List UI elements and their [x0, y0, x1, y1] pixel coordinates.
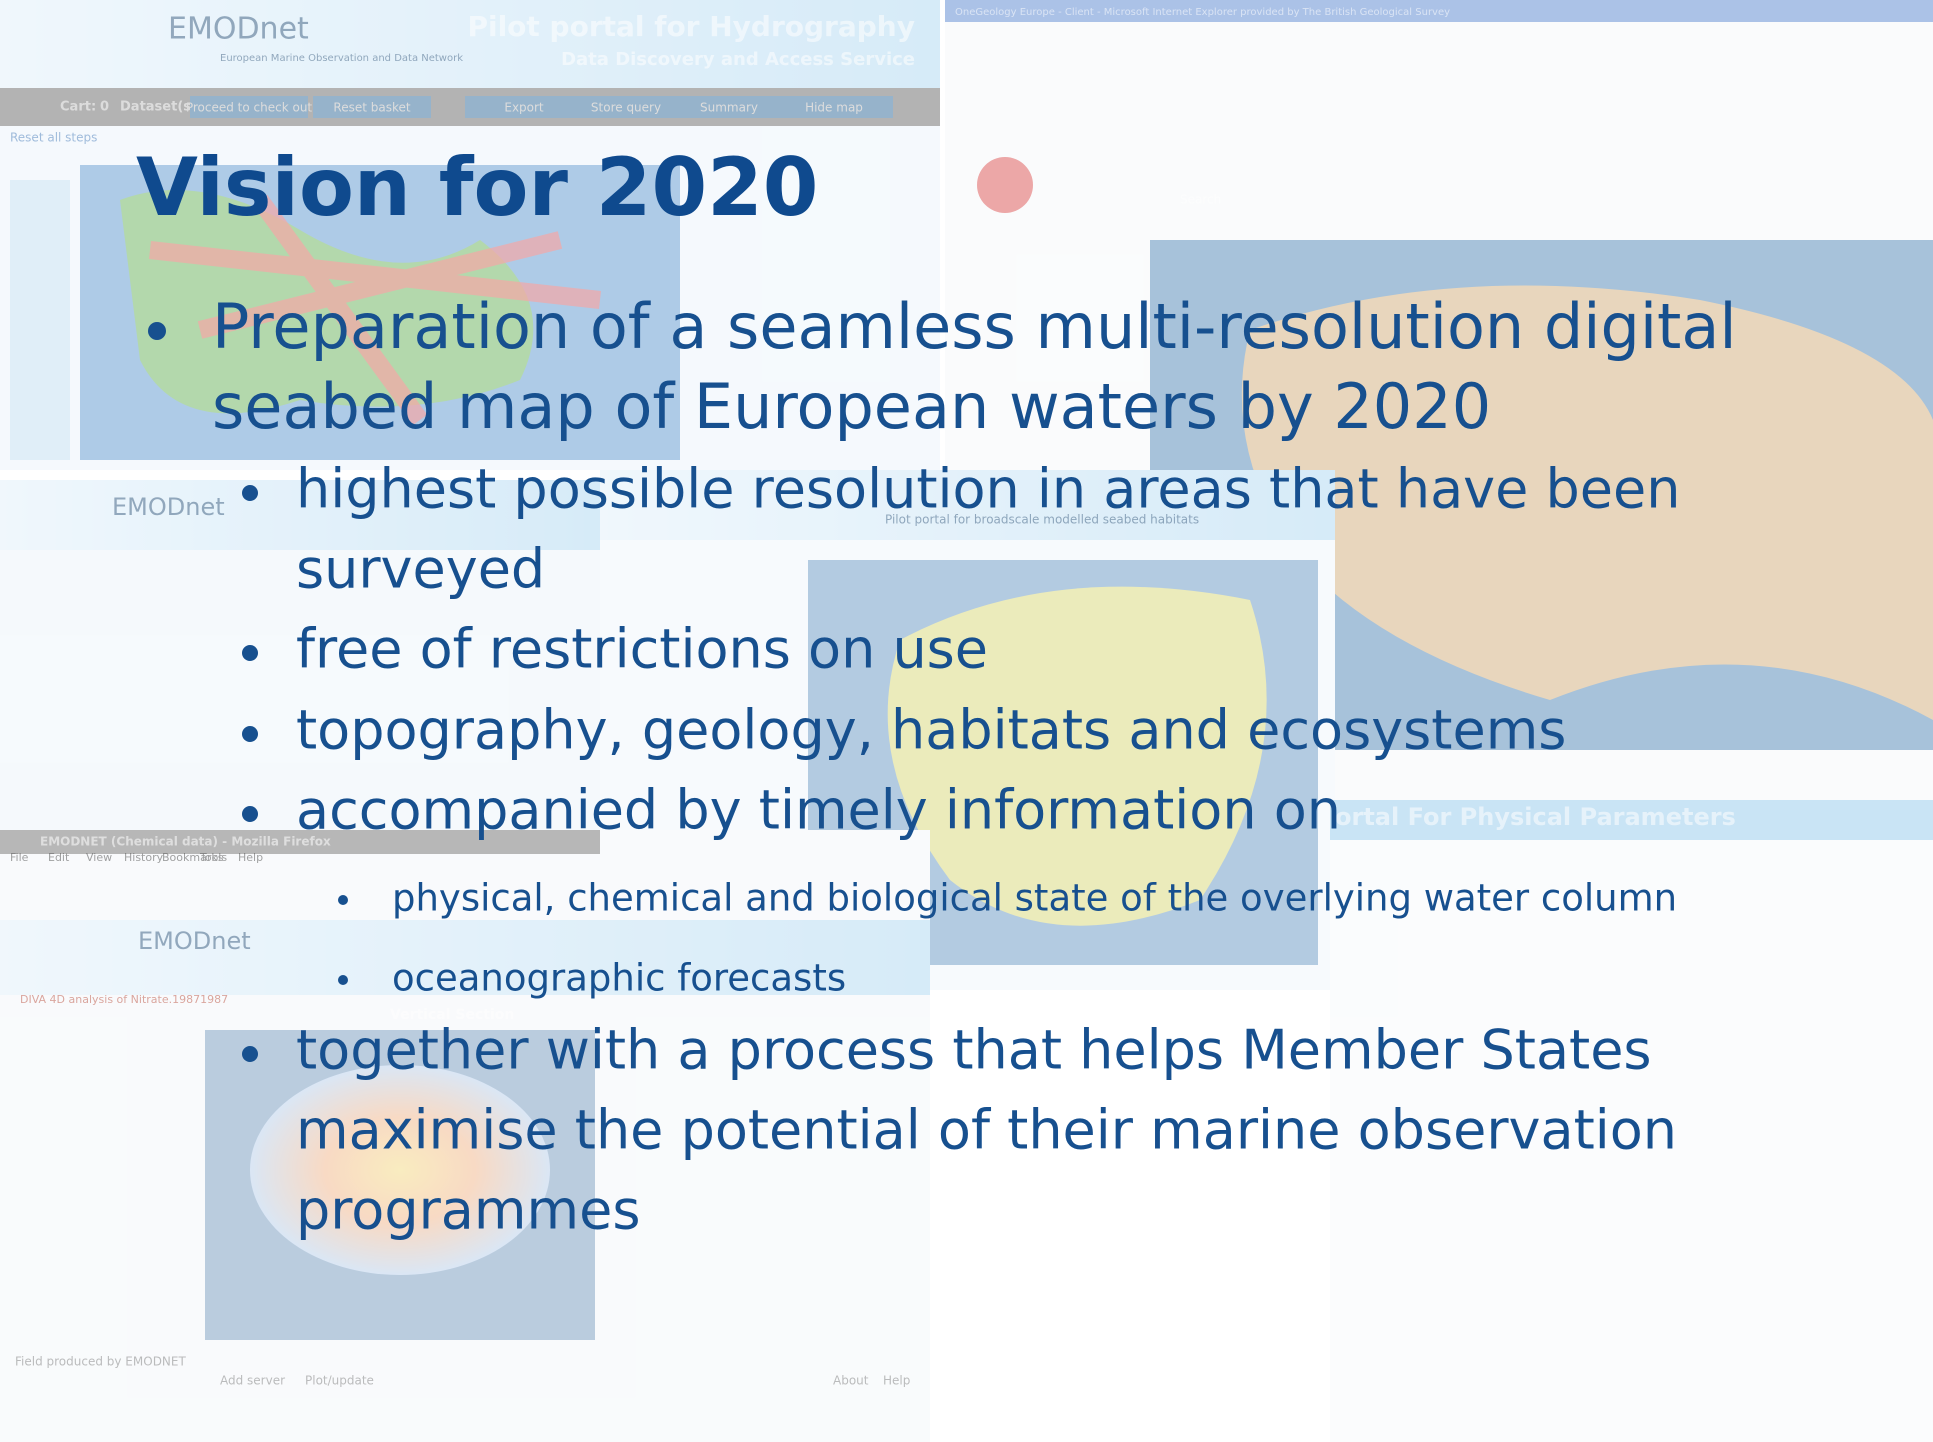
tagline: European Marine Observation and Data Net…	[220, 53, 463, 64]
menu-item: Help	[238, 851, 263, 864]
bullet-text: maximise the potential of their marine o…	[296, 1099, 1677, 1162]
brand: EMODnet	[112, 493, 225, 521]
bullet-text: free of restrictions on use	[296, 618, 988, 681]
footer-buttons: Add server Plot/update About Help	[220, 1374, 910, 1388]
window-title: OneGeology Europe - Client - Microsoft I…	[955, 7, 1450, 18]
bullet-text: highest possible resolution in areas tha…	[296, 458, 1680, 521]
bullet-text: oceanographic forecasts	[392, 957, 846, 1000]
tracks	[149, 194, 601, 426]
menu-item: File	[10, 851, 29, 864]
portal-title: ortal For Physical Parameters	[1335, 803, 1736, 831]
button-label: Hide map	[805, 101, 863, 115]
panel	[1330, 800, 1933, 1442]
header	[0, 920, 930, 995]
button-label: Proceed to check out	[186, 101, 313, 115]
header	[600, 470, 1335, 540]
button	[313, 96, 431, 118]
portal-subtitle: Pilot portal for broadscale modelled sea…	[885, 513, 1199, 527]
bullet-text: Preparation of a seamless multi-resoluti…	[212, 290, 1737, 363]
button	[670, 96, 788, 118]
panel	[945, 0, 1933, 800]
bullet-dot	[242, 726, 258, 742]
reset: Reset all steps	[10, 131, 97, 145]
bullet-dot	[338, 975, 348, 985]
panel	[600, 470, 1335, 990]
bullet-dot	[242, 485, 258, 501]
button-label: Export	[504, 101, 544, 115]
button-label: Store query	[591, 101, 661, 115]
portal-title: Pilot portal for Hydrography	[467, 10, 915, 43]
button-label: Reset basket	[333, 101, 410, 115]
bullet-dot	[338, 895, 348, 905]
land	[887, 586, 1267, 926]
bullet-dot	[242, 1046, 258, 1062]
footer-button: Plot/update	[305, 1374, 374, 1388]
bullet-text: together with a process that helps Membe…	[296, 1019, 1652, 1082]
bullet-text: topography, geology, habitats and ecosys…	[296, 699, 1566, 762]
titlebar	[0, 830, 600, 854]
portal-subtitle: Data Discovery and Access Service	[561, 49, 915, 70]
menu-item: Tools	[199, 851, 227, 864]
bullet-text: surveyed	[296, 538, 545, 601]
footer-button: About	[833, 1374, 869, 1388]
footer-button: Add server	[220, 1374, 285, 1388]
header	[0, 0, 940, 88]
titlebar	[945, 0, 1933, 22]
tab: Vertical Section	[390, 1007, 514, 1023]
menu-item: View	[86, 851, 112, 864]
bullet-dot	[242, 645, 258, 661]
map	[808, 560, 1318, 965]
search: Search	[1180, 193, 1221, 207]
button	[775, 96, 893, 118]
bullet-text: seabed map of European waters by 2020	[212, 370, 1491, 443]
map	[80, 165, 680, 460]
land	[120, 190, 534, 414]
brand: EMODnet	[138, 927, 251, 955]
header	[1330, 800, 1933, 840]
bullet-text: accompanied by timely information on	[296, 779, 1341, 842]
slide-title: Vision for 2020	[136, 141, 818, 234]
header	[0, 480, 600, 550]
analysis: DIVA 4D analysis of Nitrate.19871987	[20, 993, 228, 1006]
brand: EMODnet	[168, 12, 309, 47]
bullet-list: Preparation of a seamless multi-resoluti…	[148, 290, 1737, 1242]
cart: Cart:	[60, 100, 96, 115]
tools	[10, 180, 70, 460]
button-row: Proceed to check out Reset basket Export St…	[186, 96, 893, 118]
menu-item: History	[124, 851, 164, 864]
bullet-dot	[148, 322, 166, 340]
footer-button: Help	[883, 1374, 910, 1388]
menu-item: Bookmarks	[162, 851, 224, 864]
bullet-text: physical, chemical and biological state …	[392, 877, 1677, 920]
datasets: Dataset(s)	[120, 100, 197, 115]
bullet-dot	[242, 806, 258, 822]
button	[567, 96, 685, 118]
menu-item: Edit	[48, 851, 70, 864]
button	[190, 96, 308, 118]
analysis-field	[250, 1065, 550, 1275]
bullet-text: programmes	[296, 1179, 640, 1242]
cart-count: 0	[100, 100, 109, 115]
button-label: Summary	[700, 101, 758, 115]
footer: Field produced by EMODNET	[15, 1355, 186, 1369]
background-text: EMODnet European Marine Observation and …	[10, 7, 1736, 1388]
logo	[977, 157, 1033, 213]
window-title: EMODNET (Chemical data) - Mozilla Firefo…	[40, 835, 331, 849]
land	[1241, 285, 1933, 720]
button	[465, 96, 583, 118]
